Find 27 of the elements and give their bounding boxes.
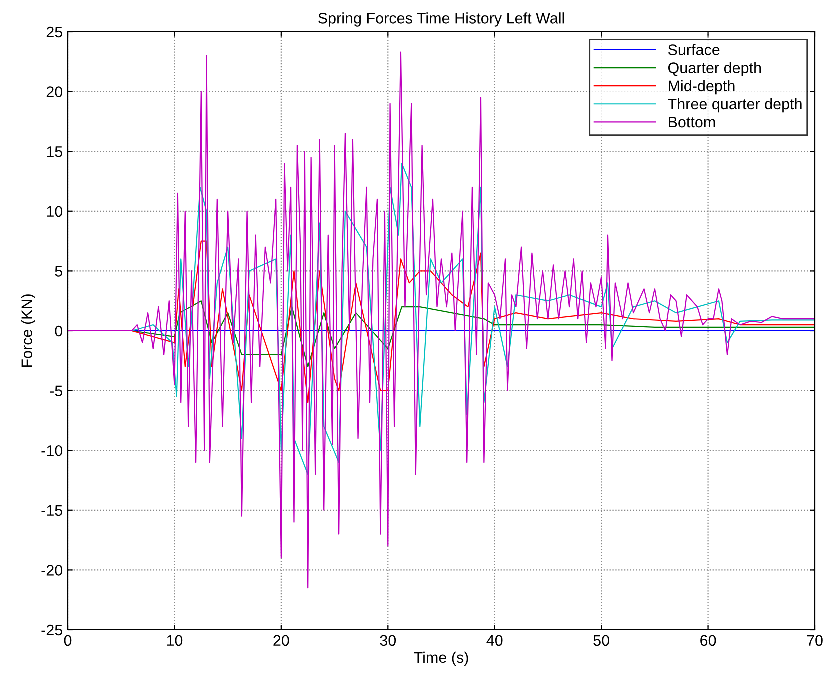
legend-label: Bottom [669, 117, 716, 128]
legend-label: Three quarter depth [668, 98, 802, 113]
y-axis-title: Force (KN) [21, 294, 36, 368]
legend-label: Mid-depth [669, 80, 735, 95]
y-tick-label: 10 [47, 206, 63, 218]
x-tick-label: 70 [807, 635, 823, 646]
legend-label: Quarter depth [668, 62, 762, 77]
y-tick-label: -15 [42, 505, 62, 516]
x-tick-label: 60 [700, 635, 716, 646]
x-tick-label: 40 [486, 635, 503, 646]
x-tick-label: 50 [594, 635, 610, 646]
y-tick-label: 25 [46, 26, 62, 38]
x-tick-label: 0 [64, 635, 72, 646]
x-tick-label: 20 [274, 635, 290, 646]
y-tick-label: 15 [47, 146, 62, 158]
y-tick-label: -5 [50, 386, 62, 396]
x-axis-title: Time (s) [414, 652, 468, 666]
x-tick-label: 10 [167, 635, 183, 646]
y-tick-label: 0 [55, 326, 63, 337]
y-tick-label: -10 [42, 445, 63, 456]
y-tick-label: 5 [55, 266, 62, 277]
chart-title: Spring Forces Time History Left Wall [318, 12, 564, 27]
y-tick-label: 20 [46, 86, 63, 98]
y-tick-label: -25 [42, 624, 62, 636]
y-tick-label: -20 [42, 565, 63, 576]
legend-label: Surface [668, 44, 720, 56]
x-tick-label: 30 [380, 635, 396, 646]
